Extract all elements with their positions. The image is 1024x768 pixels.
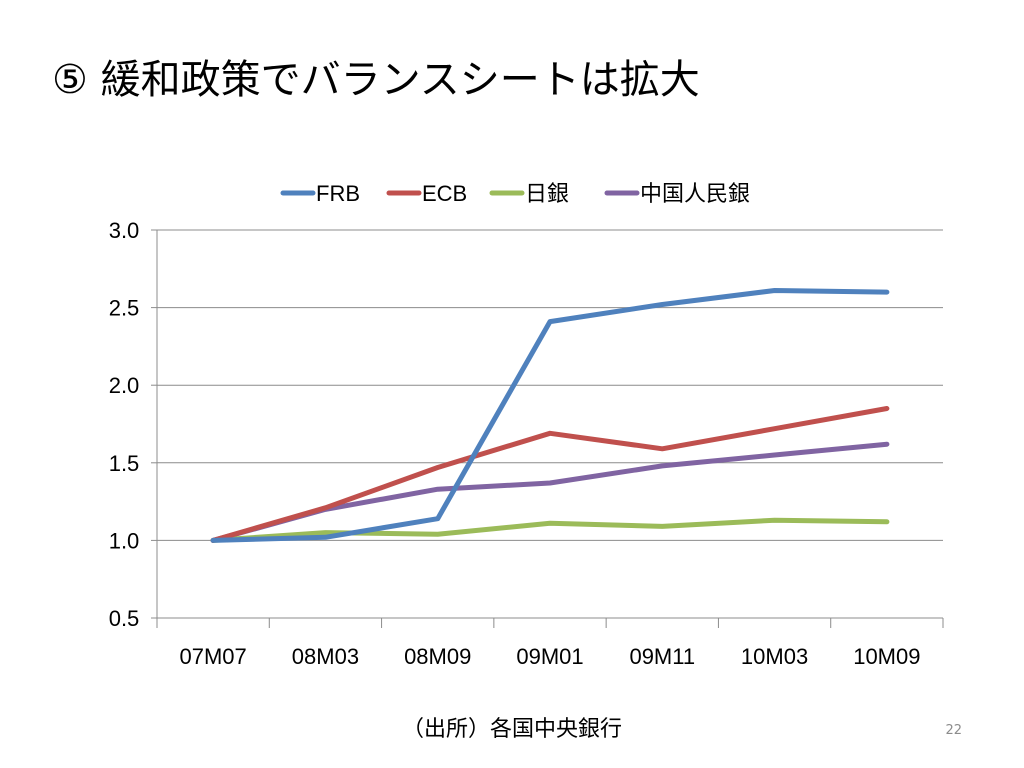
series-line-3 (210, 517, 890, 543)
tick-labels: 0.5 1.0 1.5 2.0 2.5 3.0 07M07 08M03 08M09 09M01 09… (109, 218, 921, 669)
y-tick-label: 1.5 (109, 451, 140, 476)
page-number: 22 (945, 723, 962, 738)
y-tick-label: 2.0 (109, 373, 140, 398)
legend-label: ECB (422, 181, 467, 206)
x-tick-label: 10M03 (741, 644, 808, 669)
legend-item: ECB (386, 181, 467, 206)
legend-label: FRB (316, 181, 360, 206)
series-line-1 (210, 288, 890, 543)
chart-legend: FRB ECB 日銀 中国人民銀 (280, 181, 750, 206)
y-tick-label: 1.0 (109, 528, 140, 553)
legend-item: 中国人民銀 (604, 181, 750, 206)
gridlines (151, 229, 943, 619)
x-tick-label: 08M03 (292, 644, 359, 669)
chart-axes (156, 230, 944, 628)
y-tick-label: 0.5 (109, 606, 140, 631)
series-layer (210, 288, 890, 543)
legend-label: 中国人民銀 (640, 181, 750, 206)
legend-item: 日銀 (489, 181, 569, 206)
series-line-2 (210, 406, 890, 543)
x-tick-label: 07M07 (180, 644, 247, 669)
slide-title: ⑤ 緩和政策でバランスシートは拡大 (52, 57, 700, 103)
x-tick-label: 08M09 (404, 644, 471, 669)
y-tick-label: 3.0 (109, 218, 140, 243)
x-tick-label: 09M01 (516, 644, 583, 669)
series-line-4 (210, 441, 890, 543)
legend-item: FRB (280, 181, 360, 206)
x-tick-label: 09M11 (629, 644, 695, 669)
y-tick-label: 2.5 (109, 296, 140, 321)
legend-label: 日銀 (525, 181, 569, 206)
x-tick-label: 10M09 (853, 644, 920, 669)
source-note: （出所）各国中央銀行 (401, 717, 622, 742)
